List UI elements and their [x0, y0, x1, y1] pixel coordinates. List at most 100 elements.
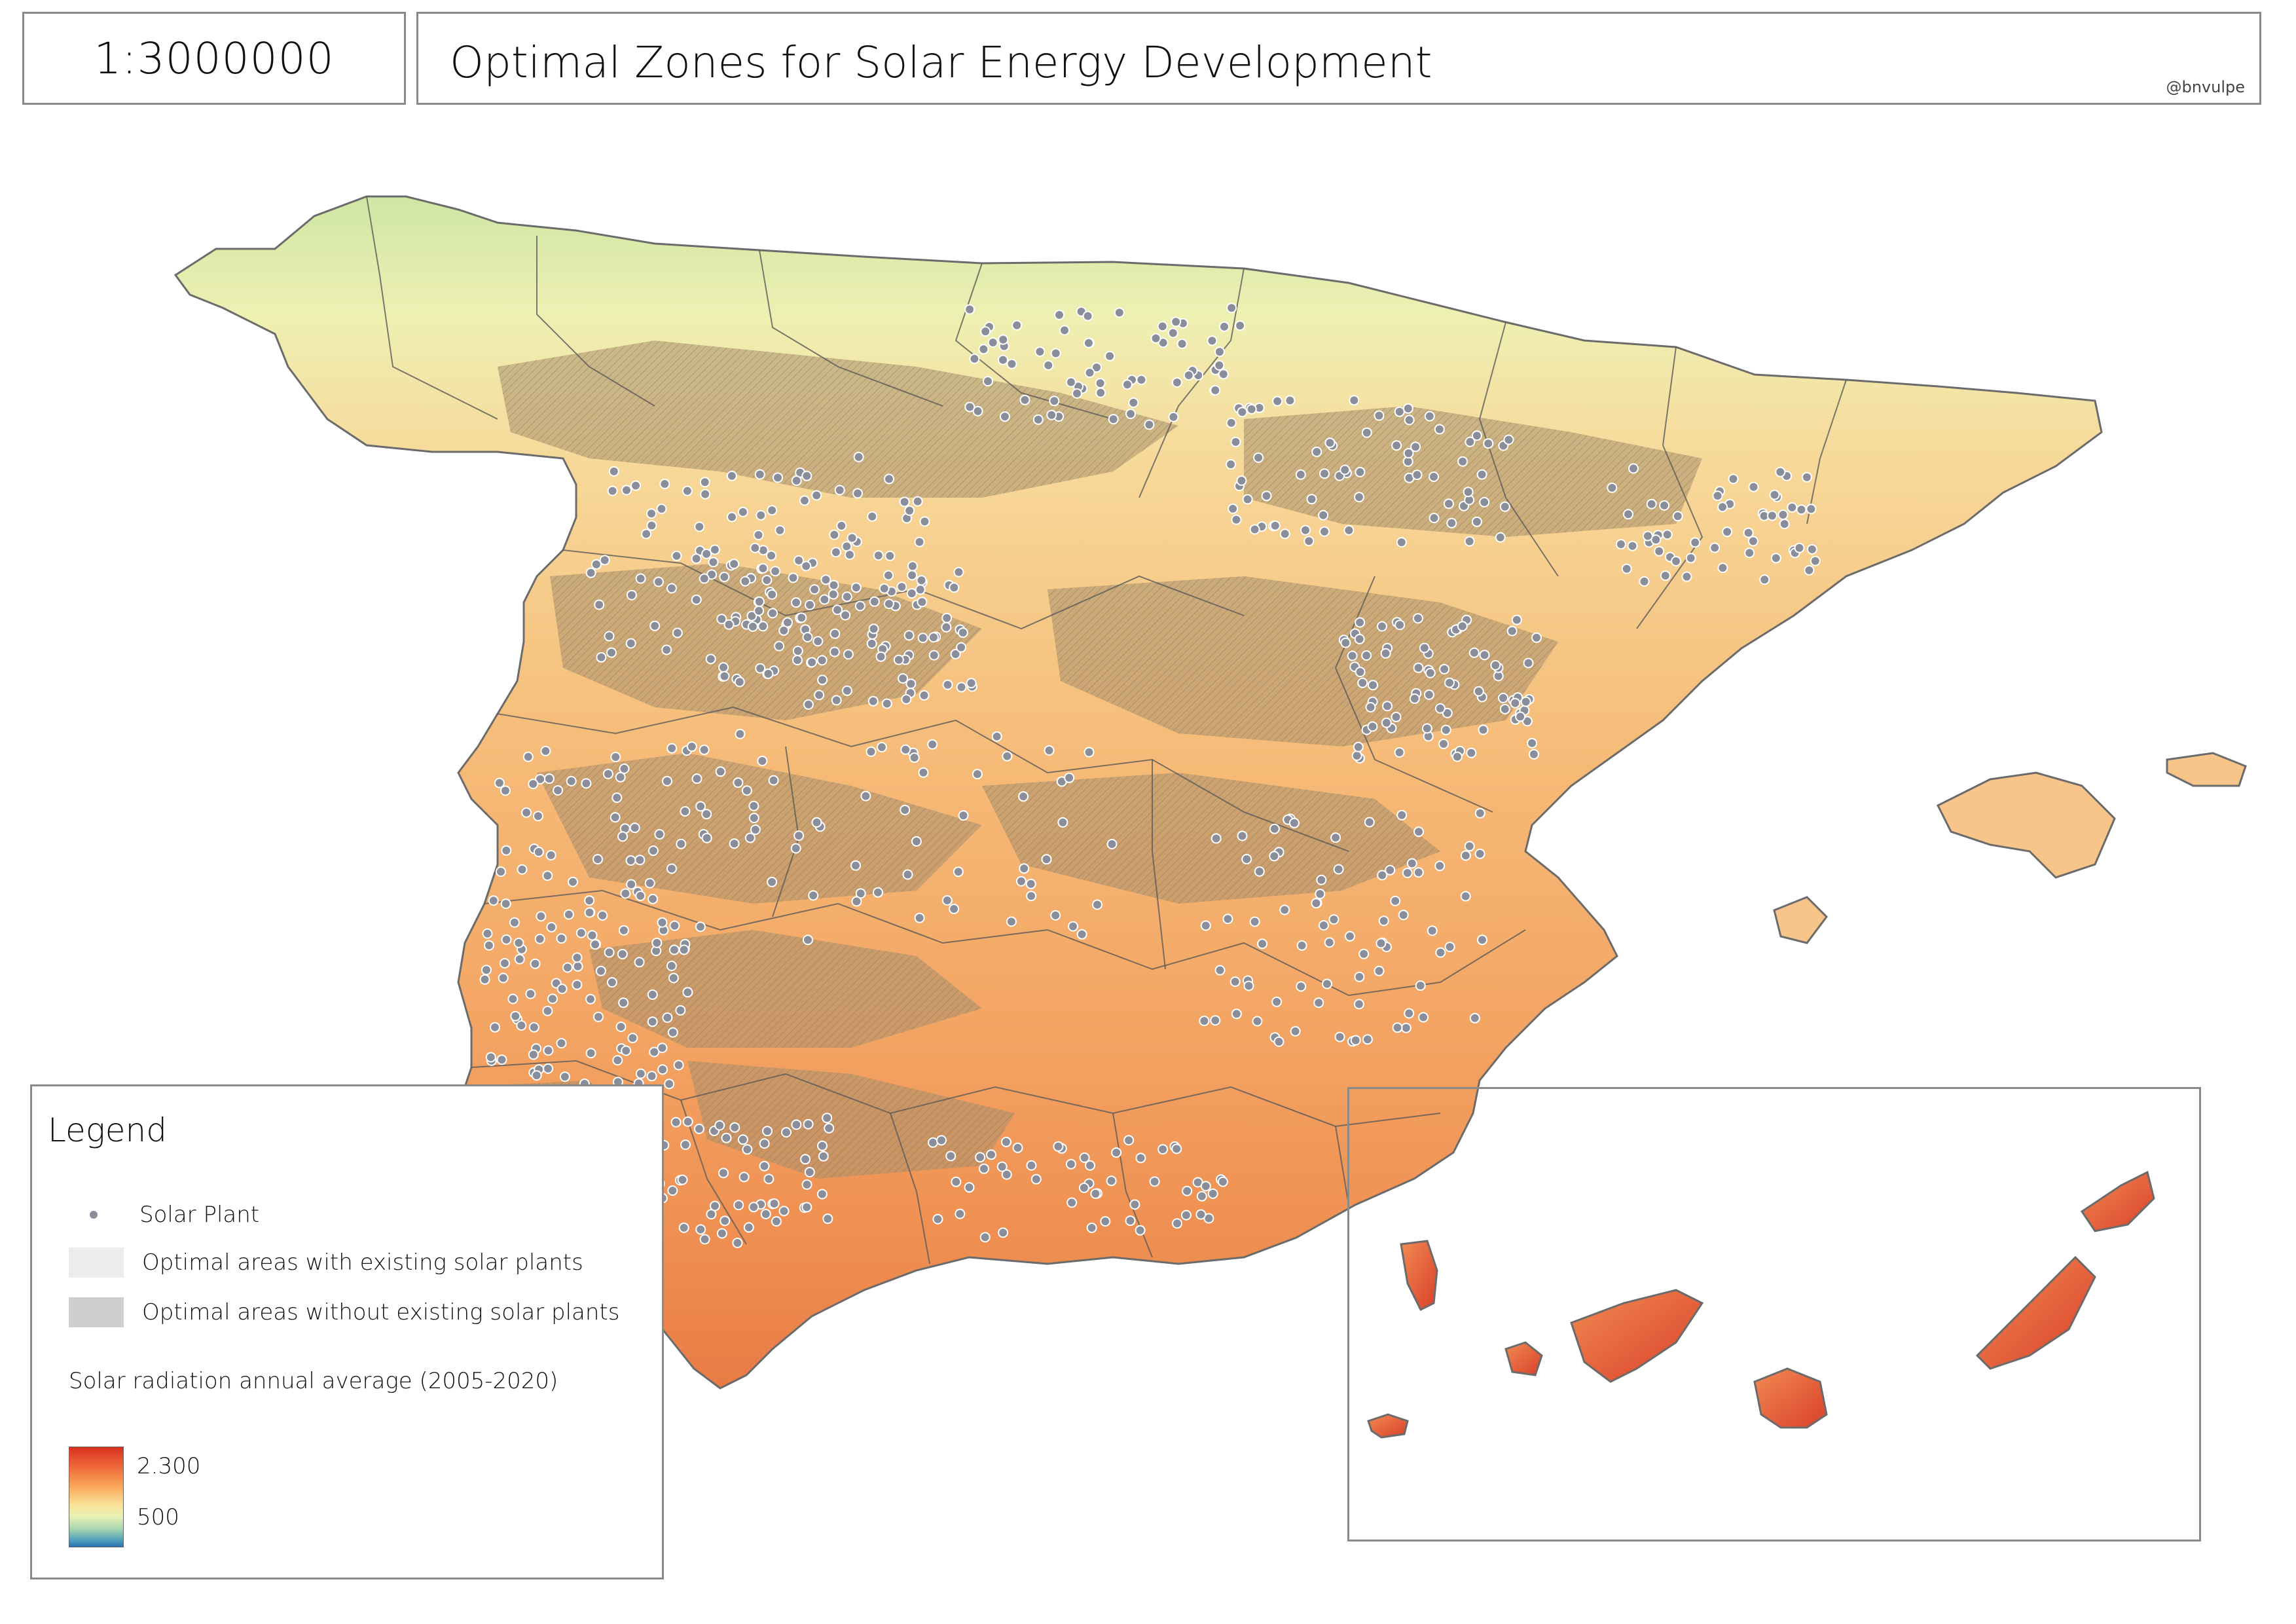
solar-plant-marker [584, 907, 595, 918]
solar-plant-marker [781, 1127, 792, 1138]
solar-plant-marker [584, 895, 595, 906]
solar-plant-marker [790, 843, 801, 854]
solar-plant-marker [726, 470, 737, 481]
solar-plant-marker [1092, 899, 1102, 910]
solar-plant-marker [757, 756, 768, 766]
solar-plant-marker [1435, 947, 1446, 958]
solar-plant-marker [816, 1189, 828, 1200]
solar-plant-marker [715, 766, 726, 777]
solar-plant-marker [1717, 502, 1728, 513]
solar-plant-marker [819, 594, 830, 605]
solar-plant-marker [635, 1068, 646, 1079]
solar-plant-marker [1766, 510, 1777, 521]
solar-plant-marker [1662, 529, 1673, 540]
solar-plant-marker [528, 1022, 539, 1033]
solar-plant-marker [1394, 619, 1406, 631]
legend-radiation-title: Solar radiation annual average (2005-202… [69, 1368, 558, 1394]
solar-plant-marker [1659, 500, 1670, 511]
solar-plant-marker [1066, 1197, 1078, 1208]
solar-plant-marker [964, 304, 975, 315]
solar-plant-marker [694, 521, 705, 532]
solar-plant-marker [914, 912, 925, 923]
solar-plant-marker [1249, 916, 1260, 927]
solar-plant-marker [1253, 452, 1264, 463]
solar-plant-marker [621, 1045, 632, 1056]
solar-plant-marker [854, 600, 866, 612]
solar-plant-marker [542, 870, 553, 881]
legend-solar-plant: Solar Plant [32, 1202, 259, 1228]
solar-plant-marker [1290, 1025, 1301, 1037]
solar-plant-marker [494, 777, 505, 788]
solar-plant-marker [1236, 475, 1247, 486]
solar-plant-marker [1271, 996, 1283, 1007]
solar-plant-marker [630, 480, 642, 491]
solar-plant-marker [1499, 501, 1510, 512]
solar-plant-marker [1779, 519, 1790, 530]
solar-plant-marker [1425, 667, 1436, 678]
solar-plant-marker [1210, 1015, 1221, 1026]
solar-plant-marker [1424, 411, 1435, 422]
solar-plant-marker [866, 638, 877, 649]
solar-plant-marker [678, 944, 689, 955]
solar-plant-marker [1083, 337, 1094, 348]
solar-plant-marker [1473, 686, 1484, 697]
solar-plant-marker [1288, 817, 1300, 828]
solar-plant-marker [860, 790, 871, 802]
solar-plant-marker [811, 817, 822, 828]
solar-plant-marker [1226, 459, 1236, 470]
canary-inset-frame [1347, 1087, 2201, 1541]
solar-plant-marker [1528, 748, 1539, 760]
solar-plant-marker [699, 745, 710, 755]
solar-plant-marker [1135, 1225, 1146, 1236]
solar-plant-marker [1269, 520, 1281, 531]
solar-plant-marker [1628, 463, 1639, 474]
solar-plant-marker [1084, 747, 1095, 758]
legend-title: Legend [48, 1111, 167, 1149]
solar-plant-marker [1313, 997, 1324, 1008]
solar-plant-marker [903, 630, 915, 641]
solar-plant-marker [808, 890, 819, 901]
solar-plant-marker [1149, 1176, 1160, 1187]
solar-plant-marker [914, 536, 925, 547]
solar-plant-marker [879, 583, 890, 594]
solar-plant-marker [1418, 1012, 1429, 1023]
solar-plant-marker [559, 1071, 570, 1082]
solar-plant-marker [1043, 360, 1054, 371]
solar-plant-marker [1339, 464, 1351, 475]
map-scale: 1:3000000 [94, 33, 335, 84]
solar-plant-marker [496, 866, 506, 877]
solar-plant-marker [1050, 348, 1061, 359]
solar-plant-marker [1330, 832, 1341, 843]
solar-plant-marker [1090, 1188, 1101, 1199]
solar-plant-marker [1269, 823, 1280, 834]
solar-plant-marker [691, 594, 702, 605]
solar-plant-marker [535, 773, 546, 784]
solar-plant-marker [754, 605, 765, 616]
solar-plant-marker [873, 887, 883, 898]
solar-plant-marker [830, 547, 841, 558]
solar-plant-marker [1400, 1022, 1412, 1033]
solar-plant-marker [1391, 711, 1402, 722]
solar-plant-marker [767, 608, 778, 619]
map-scale-box: 1:3000000 [22, 12, 406, 105]
solar-plant-marker [482, 928, 493, 939]
solar-plant-marker [950, 648, 961, 659]
solar-plant-marker [627, 1033, 638, 1044]
solar-plant-marker [718, 662, 729, 673]
solar-plant-marker [714, 1120, 725, 1131]
solar-plant-marker [1479, 496, 1490, 507]
solar-plant-marker [556, 933, 567, 944]
solar-plant-marker [905, 678, 917, 690]
solar-plant-marker [904, 505, 915, 516]
solar-plant-marker [738, 1172, 750, 1183]
solar-plant-marker [1471, 516, 1482, 527]
solar-plant-marker [746, 610, 757, 621]
solar-plant-marker [884, 550, 896, 561]
solar-plant-marker [1333, 864, 1344, 875]
solar-plant-marker [907, 561, 918, 572]
solar-plant-marker [1079, 1152, 1090, 1163]
solar-plant-marker [543, 1063, 554, 1074]
solar-plant-marker [682, 987, 693, 998]
radiation-color-ramp [69, 1447, 124, 1547]
solar-plant-marker [1285, 395, 1296, 406]
